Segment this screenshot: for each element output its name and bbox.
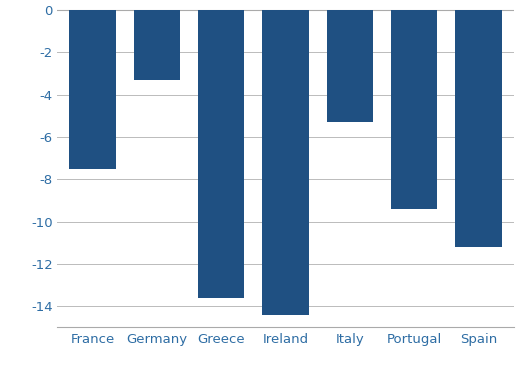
Bar: [133, 10, 180, 80]
Bar: [391, 10, 438, 209]
Bar: [198, 10, 244, 298]
Bar: [70, 10, 116, 169]
Bar: [326, 10, 373, 122]
Bar: [455, 10, 501, 247]
Bar: [262, 10, 309, 315]
